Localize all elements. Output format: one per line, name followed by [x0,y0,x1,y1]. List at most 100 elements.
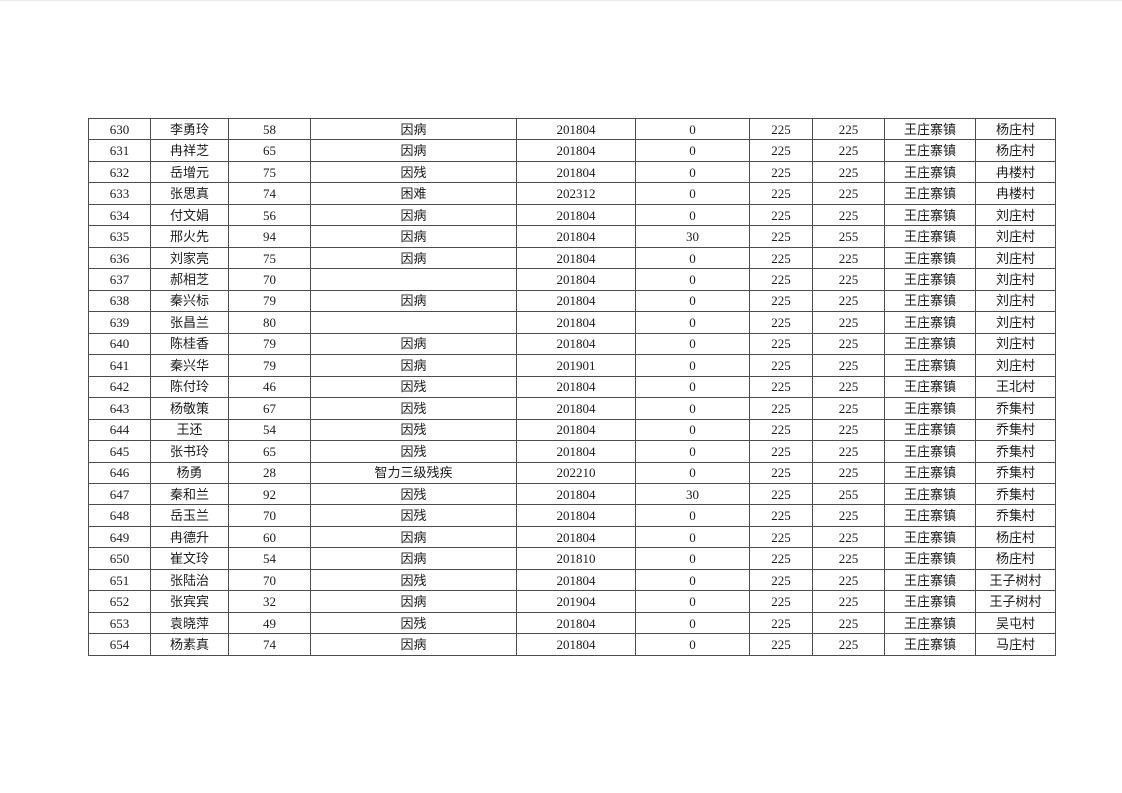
cell-village: 杨庄村 [975,139,1056,162]
cell-date-code: 201804 [516,482,636,506]
cell-supplement-amount: 0 [635,332,750,356]
cell-age: 70 [228,268,311,291]
cell-village: 刘庄村 [975,354,1056,377]
cell-town: 王庄寨镇 [884,354,976,377]
cell-village: 乔集村 [975,482,1056,506]
cell-town: 王庄寨镇 [884,547,976,570]
cell-standard-amount: 225 [749,354,813,377]
cell-town: 王庄寨镇 [884,139,976,162]
cell-name: 陈桂香 [150,332,229,356]
cell-total-amount: 225 [812,203,885,227]
cell-village: 刘庄村 [975,225,1056,248]
cell-name: 袁晓萍 [150,611,229,635]
cell-standard-amount: 225 [749,397,813,420]
cell-town: 王庄寨镇 [884,375,976,399]
table-row: 636 刘家亮 75 因病 201804 0 225 225 王庄寨镇 刘庄村 [88,246,1056,270]
cell-village: 马庄村 [975,633,1056,656]
cell-town: 王庄寨镇 [884,311,976,334]
cell-age: 28 [228,461,311,484]
cell-town: 王庄寨镇 [884,611,976,635]
cell-serial-number: 630 [88,117,151,141]
cell-serial-number: 632 [88,160,151,184]
cell-age: 79 [228,289,311,313]
cell-serial-number: 645 [88,440,151,463]
table-row: 643 杨敬策 67 因残 201804 0 225 225 王庄寨镇 乔集村 [88,397,1056,420]
cell-village: 刘庄村 [975,289,1056,313]
cell-date-code: 201804 [516,418,636,442]
table-row: 647 秦和兰 92 因残 201804 30 225 255 王庄寨镇 乔集村 [88,482,1056,506]
cell-total-amount: 255 [812,482,885,506]
cell-age: 54 [228,547,311,570]
cell-total-amount: 225 [812,525,885,549]
cell-reason [310,268,517,291]
cell-village: 杨庄村 [975,525,1056,549]
cell-supplement-amount: 0 [635,547,750,570]
cell-serial-number: 647 [88,482,151,506]
cell-reason: 因残 [310,440,517,463]
cell-date-code: 201804 [516,633,636,656]
cell-date-code: 201804 [516,246,636,270]
cell-total-amount: 225 [812,311,885,334]
cell-town: 王庄寨镇 [884,182,976,205]
cell-village: 刘庄村 [975,332,1056,356]
cell-total-amount: 225 [812,246,885,270]
cell-date-code: 201804 [516,117,636,141]
cell-reason: 困难 [310,182,517,205]
cell-name: 岳增元 [150,160,229,184]
cell-standard-amount: 225 [749,633,813,656]
cell-village: 刘庄村 [975,203,1056,227]
cell-standard-amount: 225 [749,525,813,549]
cell-village: 乔集村 [975,504,1056,527]
cell-age: 54 [228,418,311,442]
cell-town: 王庄寨镇 [884,482,976,506]
cell-reason: 因残 [310,160,517,184]
cell-age: 79 [228,332,311,356]
table-row: 633 张思真 74 困难 202312 0 225 225 王庄寨镇 冉楼村 [88,182,1056,205]
cell-name: 杨素真 [150,633,229,656]
cell-name: 王还 [150,418,229,442]
cell-reason: 因病 [310,117,517,141]
assistance-roster-table: 630 李勇玲 58 因病 201804 0 225 225 王庄寨镇 杨庄村 631 冉祥芝 65 因病… [88,117,1056,656]
table-row: 631 冉祥芝 65 因病 201804 0 225 225 王庄寨镇 杨庄村 [88,139,1056,162]
cell-town: 王庄寨镇 [884,160,976,184]
cell-supplement-amount: 0 [635,397,750,420]
cell-age: 75 [228,160,311,184]
cell-date-code: 201804 [516,311,636,334]
cell-date-code: 201804 [516,525,636,549]
cell-reason: 智力三级残疾 [310,461,517,484]
cell-supplement-amount: 0 [635,461,750,484]
cell-town: 王庄寨镇 [884,203,976,227]
cell-standard-amount: 225 [749,332,813,356]
cell-total-amount: 225 [812,375,885,399]
cell-standard-amount: 225 [749,611,813,635]
cell-total-amount: 225 [812,418,885,442]
cell-standard-amount: 225 [749,461,813,484]
table-row: 630 李勇玲 58 因病 201804 0 225 225 王庄寨镇 杨庄村 [88,117,1056,141]
cell-total-amount: 225 [812,590,885,613]
cell-total-amount: 225 [812,268,885,291]
cell-town: 王庄寨镇 [884,268,976,291]
cell-village: 刘庄村 [975,311,1056,334]
cell-name: 张书玲 [150,440,229,463]
table-row: 640 陈桂香 79 因病 201804 0 225 225 王庄寨镇 刘庄村 [88,332,1056,356]
cell-standard-amount: 225 [749,547,813,570]
cell-reason: 因残 [310,375,517,399]
cell-village: 乔集村 [975,397,1056,420]
table-row: 641 秦兴华 79 因病 201901 0 225 225 王庄寨镇 刘庄村 [88,354,1056,377]
cell-serial-number: 648 [88,504,151,527]
cell-supplement-amount: 30 [635,482,750,506]
cell-total-amount: 225 [812,504,885,527]
cell-total-amount: 225 [812,332,885,356]
cell-reason: 因病 [310,354,517,377]
cell-town: 王庄寨镇 [884,225,976,248]
cell-standard-amount: 225 [749,225,813,248]
cell-supplement-amount: 0 [635,525,750,549]
cell-village: 乔集村 [975,440,1056,463]
cell-supplement-amount: 0 [635,268,750,291]
table-row: 642 陈付玲 46 因残 201804 0 225 225 王庄寨镇 王北村 [88,375,1056,399]
cell-supplement-amount: 0 [635,633,750,656]
cell-village: 刘庄村 [975,246,1056,270]
table-row: 649 冉德升 60 因病 201804 0 225 225 王庄寨镇 杨庄村 [88,525,1056,549]
cell-date-code: 201804 [516,397,636,420]
cell-name: 张昌兰 [150,311,229,334]
